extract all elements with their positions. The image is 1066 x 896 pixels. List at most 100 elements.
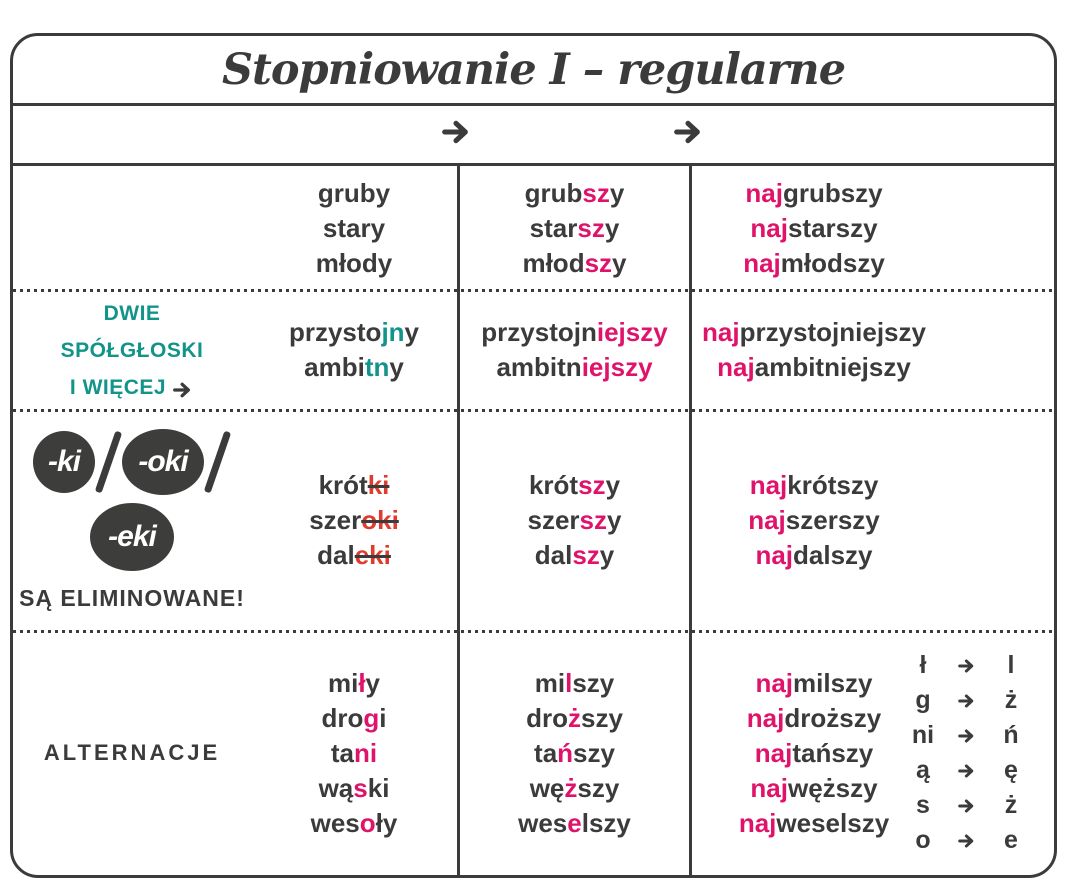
word-stem: szer	[309, 505, 362, 535]
superlative-words: najprzystojniejszy najambitniejszy	[692, 315, 936, 385]
word-stem: ły	[375, 807, 398, 838]
word-stem: tańszy	[792, 737, 874, 768]
word-stem: szerszy	[785, 505, 880, 535]
adjective-word: krótszy	[460, 468, 689, 503]
word-stem: weselszy	[776, 807, 890, 838]
word-stem: y	[604, 212, 620, 243]
rule-label-line: SPÓŁGŁOSKI	[60, 338, 204, 362]
superlative-words: najkrótszy najszerszy najdalszy	[692, 468, 936, 573]
word-stem: starszy	[787, 212, 878, 243]
rule-label-line: ALTERNACJE	[43, 740, 221, 765]
adjective-word: ambitny	[251, 350, 457, 385]
rule-label-line: DWIE	[103, 301, 161, 325]
ending-badge: -oki	[122, 429, 204, 495]
highlighted-consonants: tn	[364, 352, 390, 382]
word-stem: star	[529, 212, 578, 243]
superlative-cell: najmilszy najdroższy najtańszy najwęższy naj…	[689, 631, 1054, 875]
adjective-word: weselszy	[460, 806, 689, 841]
word-stem: ta	[534, 737, 558, 768]
adjective-word: daleki	[251, 538, 457, 573]
title-row: Stopniowanie I – regularne	[13, 36, 1054, 106]
adjective-word: wesoły	[251, 806, 457, 841]
adjective-word: szeroki	[251, 503, 457, 538]
adjective-word: gruby	[251, 176, 457, 211]
word-stem: mi	[534, 667, 566, 698]
adjective-word: dalszy	[460, 538, 689, 573]
word-stem: ambitn	[496, 352, 582, 382]
rule-label: ALTERNACJE	[13, 740, 251, 766]
word-stem: y	[599, 540, 615, 570]
alternation-from: s	[916, 791, 930, 819]
word-stem: ambi	[304, 352, 365, 382]
rule-label: DWIE SPÓŁGŁOSKI I WIĘCEJ	[13, 295, 251, 406]
word-stem: mi	[327, 667, 359, 698]
superlative-words: najmilszy najdroższy najtańszy najwęższy naj…	[692, 666, 936, 841]
alternation-to: e	[1004, 826, 1018, 854]
highlighted-suffix: sz	[572, 540, 600, 570]
highlighted-suffix: ż	[567, 702, 581, 733]
highlighted-suffix: naj	[745, 177, 783, 208]
alternation-arrow	[946, 788, 988, 823]
ending-circles-row: -ki -oki	[33, 429, 232, 495]
highlighted-suffix: sz	[579, 505, 608, 535]
highlighted-suffix: naj	[738, 807, 777, 838]
comparative-words: przystojniejszy ambitniejszy	[460, 315, 689, 385]
positive-words: gruby stary młody	[251, 176, 457, 281]
right-arrow-icon	[957, 728, 973, 743]
adjective-word: droższy	[460, 701, 689, 736]
alternation-from: ą	[916, 756, 930, 784]
highlighted-suffix: o	[359, 807, 376, 838]
alternation-to: ń	[1003, 721, 1019, 749]
adjective-word: młody	[251, 246, 457, 281]
word-stem: y	[612, 247, 627, 278]
comparative-cell: przystojniejszy ambitniejszy	[457, 290, 689, 410]
highlighted-suffix: s	[353, 772, 368, 803]
highlighted-suffix: sz	[578, 470, 606, 500]
comparative-words: grubszy starszy młodszy	[460, 176, 689, 281]
word-stem: krótszy	[787, 470, 879, 500]
word-stem: węższy	[787, 772, 878, 803]
superlative-cell: najkrótszy najszerszy najdalszy	[689, 410, 1054, 631]
degree-arrow-row	[13, 106, 1054, 166]
highlighted-suffix: e	[567, 807, 582, 838]
degree-step-arrow	[674, 120, 706, 149]
comparative-words: milszy droższy tańszy węższy weselszy	[460, 666, 689, 841]
right-arrow-icon	[442, 120, 468, 144]
slash-divider	[203, 430, 232, 494]
positive-cell: DWIE SPÓŁGŁOSKI I WIĘCEJ przystojny ambitny	[13, 290, 457, 410]
adjective-word: najkrótszy	[692, 468, 936, 503]
positive-cell: gruby stary młody	[13, 166, 457, 290]
highlighted-consonants: jn	[381, 317, 405, 347]
word-stem: przystojn	[481, 317, 597, 347]
word-stem: przystojniejszy	[739, 317, 926, 347]
highlighted-suffix: sz	[582, 177, 610, 208]
alternation-arrow	[946, 753, 988, 788]
right-arrow-icon	[173, 382, 191, 397]
alternation-to: ż	[1004, 791, 1018, 819]
word-stem: szy	[572, 667, 615, 698]
positive-cell: -ki -oki -eki SĄ ELIMINOWANE! krótki szeroki d…	[13, 410, 457, 631]
degree-step-arrow	[442, 120, 474, 149]
word-stem: y	[404, 317, 420, 347]
grammar-table: Stopniowanie I – regularne gruby stary mło…	[10, 33, 1057, 878]
comparative-cell: grubszy starszy młodszy	[457, 166, 689, 290]
word-stem: y	[365, 667, 381, 698]
slash-divider	[94, 430, 123, 494]
adjective-word: najstarszy	[692, 211, 936, 246]
rule-row-alternations: ALTERNACJE miły drogi tani wąski wesoły milszy…	[13, 631, 1054, 875]
adjective-word: najszerszy	[692, 503, 936, 538]
alternation-to: l	[1007, 651, 1015, 679]
adjective-word: drogi	[251, 701, 457, 736]
rules-grid: gruby stary młody grubszy starszy młodszy najg…	[13, 166, 1054, 875]
word-stem: y	[607, 505, 622, 535]
word-stem: ta	[330, 737, 354, 768]
ending-badge: -eki	[90, 503, 174, 571]
alternation-from: ni	[911, 721, 935, 749]
adjective-word: najwęższy	[692, 771, 936, 806]
rule-row-ki-oki-eki-elimination: -ki -oki -eki SĄ ELIMINOWANE! krótki szeroki d…	[13, 410, 1054, 633]
word-stem: młod	[522, 247, 585, 278]
alternation-arrow	[946, 718, 988, 753]
adjective-word: starszy	[460, 211, 689, 246]
word-stem: młody	[315, 247, 393, 278]
highlighted-suffix: naj	[755, 667, 794, 698]
